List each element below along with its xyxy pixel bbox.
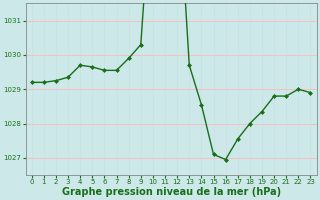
X-axis label: Graphe pression niveau de la mer (hPa): Graphe pression niveau de la mer (hPa) [61, 187, 281, 197]
